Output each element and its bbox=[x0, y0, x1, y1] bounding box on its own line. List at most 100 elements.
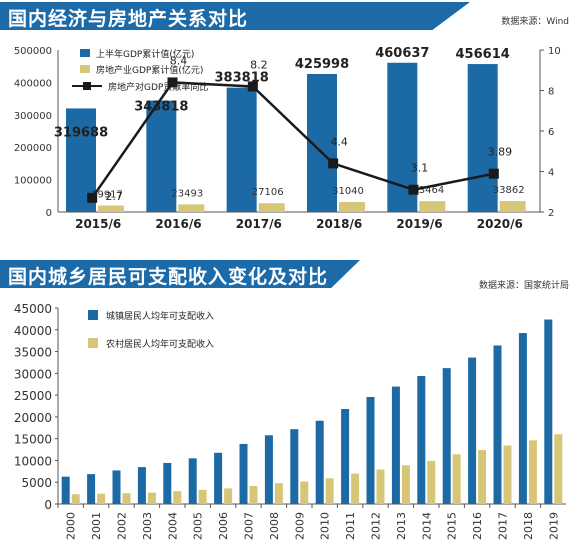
chart2-bar-urban bbox=[214, 452, 223, 504]
chart1-x-tick-label: 2016/6 bbox=[155, 217, 201, 231]
chart2-bar-rural bbox=[173, 491, 182, 504]
chart2-x-tick-label: 2007 bbox=[243, 512, 256, 540]
chart2-y-tick-label: 10000 bbox=[14, 454, 52, 468]
chart1-line-value-label: 3.89 bbox=[488, 146, 513, 159]
chart2-x-tick-label: 2012 bbox=[370, 512, 383, 540]
chart2-bar-rural bbox=[274, 483, 283, 504]
chart2-bar-urban bbox=[391, 386, 400, 504]
chart1-line-value-label: 2.7 bbox=[105, 190, 123, 203]
chart1-bar-realestate bbox=[258, 203, 285, 212]
chart2-y-tick-label: 45000 bbox=[14, 302, 52, 316]
chart1-x-tick-label: 2015/6 bbox=[75, 217, 121, 231]
chart2-x-tick-label: 2008 bbox=[268, 512, 281, 540]
chart2-x-tick-label: 2006 bbox=[217, 512, 230, 540]
chart2-bar-rural bbox=[376, 469, 385, 504]
chart2-y-tick-label: 40000 bbox=[14, 324, 52, 338]
chart2-bar-urban bbox=[366, 397, 375, 504]
chart1-bar-realestate bbox=[178, 204, 205, 212]
chart1-y-tick-label: 200000 bbox=[14, 143, 52, 154]
chart1-x-tick-label: 2019/6 bbox=[396, 217, 442, 231]
chart2-bar-rural bbox=[528, 440, 537, 504]
chart2-x-tick-label: 2002 bbox=[116, 512, 129, 540]
chart1-x-tick-label: 2018/6 bbox=[316, 217, 362, 231]
chart1-gdp-value-label: 456614 bbox=[456, 47, 510, 62]
chart2-title-band bbox=[0, 260, 360, 288]
chart2-bar-rural bbox=[300, 481, 309, 504]
chart2-x-tick-label: 2003 bbox=[141, 512, 154, 540]
chart2-bar-rural bbox=[198, 489, 207, 504]
chart2-bar-urban bbox=[315, 420, 324, 504]
chart2-x-tick-label: 2016 bbox=[471, 512, 484, 540]
chart1-line-marker bbox=[408, 184, 419, 195]
chart2-bar-rural bbox=[325, 478, 334, 504]
chart1-line-marker bbox=[247, 81, 258, 92]
chart1-y-tick-label: 300000 bbox=[14, 111, 52, 122]
chart2-y-tick-label: 30000 bbox=[14, 367, 52, 381]
chart1-line-marker bbox=[488, 168, 499, 179]
chart1-bar-realestate bbox=[419, 201, 446, 212]
chart2-bar-urban bbox=[239, 443, 248, 504]
chart1-x-tick-label: 2020/6 bbox=[477, 217, 523, 231]
chart1-gdp-value-label: 383818 bbox=[215, 71, 269, 86]
chart2-bar-urban bbox=[137, 467, 146, 504]
chart2-bar-rural bbox=[401, 465, 410, 504]
chart1-x-tick-label: 2017/6 bbox=[236, 217, 282, 231]
chart2-bar-urban bbox=[493, 345, 502, 504]
chart2-y-tick-label: 15000 bbox=[14, 433, 52, 447]
chart1-line-contribution bbox=[91, 81, 495, 199]
chart2-bar-rural bbox=[351, 473, 360, 504]
chart2-legend-swatch-urban bbox=[88, 310, 98, 320]
chart2-bar-rural bbox=[478, 450, 487, 504]
chart2-bar-rural bbox=[122, 493, 131, 504]
chart2-bar-urban bbox=[264, 435, 273, 504]
chart1-gdp-value-label: 343818 bbox=[134, 100, 188, 115]
chart2-bar-urban bbox=[468, 357, 477, 504]
chart2-bar-urban bbox=[112, 470, 121, 504]
chart2-title: 国内城乡居民可支配收入变化及对比 bbox=[8, 266, 329, 288]
chart1-line-value-label: 3.1 bbox=[411, 162, 429, 175]
chart2-bar-rural bbox=[554, 434, 563, 504]
chart1-realestate-value-label: 31040 bbox=[332, 186, 364, 197]
chart1-legend-swatch-realestate bbox=[80, 65, 90, 73]
chart2-source: 数据来源：国家统计局 bbox=[478, 281, 569, 291]
chart2-bar-urban bbox=[518, 333, 527, 504]
chart2-x-tick-label: 2015 bbox=[446, 512, 459, 540]
chart1-gdp-value-label: 319688 bbox=[54, 125, 108, 140]
chart2-x-tick-label: 2005 bbox=[192, 512, 205, 540]
chart1-legend-label-line: 房地产对GDP贡献率同比 bbox=[108, 81, 208, 93]
chart2-bar-rural bbox=[224, 488, 233, 504]
chart2-bar-rural bbox=[503, 445, 512, 504]
chart1-y-tick-label: 400000 bbox=[14, 78, 52, 89]
chart2-x-tick-label: 2013 bbox=[395, 512, 408, 540]
chart2-x-tick-label: 2019 bbox=[547, 512, 560, 540]
chart2-y-tick-label: 35000 bbox=[14, 346, 52, 360]
chart2-bar-urban bbox=[341, 409, 350, 504]
chart1-y2-tick-label: 8 bbox=[548, 87, 554, 98]
chart1-y-tick-label: 100000 bbox=[14, 176, 52, 187]
chart2-x-tick-label: 2018 bbox=[522, 512, 535, 540]
chart2-svg: 0 5000 10000 15000 20000 25000 30000 35000 40000… bbox=[14, 302, 566, 540]
chart1-svg: 0 100000 200000 300000 400000 500000 2 4 6 8 10 201… bbox=[14, 46, 561, 231]
chart2-bar-rural bbox=[427, 460, 436, 504]
chart2-bar-urban bbox=[544, 319, 553, 504]
chart1-bar-gdp bbox=[467, 64, 498, 212]
chart2-y-tick-label: 0 bbox=[44, 498, 52, 512]
chart1-line-value-label: 4.4 bbox=[330, 135, 348, 148]
chart2-header: 国内城乡居民可支配收入变化及对比 数据来源：国家统计局 bbox=[0, 258, 575, 294]
chart2-y-tick-label: 20000 bbox=[14, 411, 52, 425]
chart2-bar-rural bbox=[452, 454, 461, 504]
chart1-legend-label-realestate: 房地产业GDP累计值(亿元) bbox=[96, 64, 203, 76]
chart1-title-band bbox=[0, 2, 470, 30]
chart2-bar-rural bbox=[97, 493, 106, 504]
chart1-line-marker bbox=[167, 77, 178, 88]
chart2-bar-urban bbox=[61, 476, 70, 504]
chart1-source: 数据来源：Wind bbox=[501, 17, 569, 27]
chart1-bar-realestate bbox=[339, 201, 365, 212]
chart1-realestate-value-label: 33862 bbox=[493, 185, 525, 196]
chart2-bar-rural bbox=[71, 494, 80, 504]
chart1-y2-tick-label: 10 bbox=[548, 46, 561, 57]
chart2-x-tick-label: 2017 bbox=[497, 512, 510, 540]
chart1-gdp-value-label: 425998 bbox=[295, 57, 349, 72]
chart2-bar-urban bbox=[188, 458, 197, 504]
chart2-legend-label-urban: 城镇居民人均年可支配收入 bbox=[106, 310, 214, 322]
